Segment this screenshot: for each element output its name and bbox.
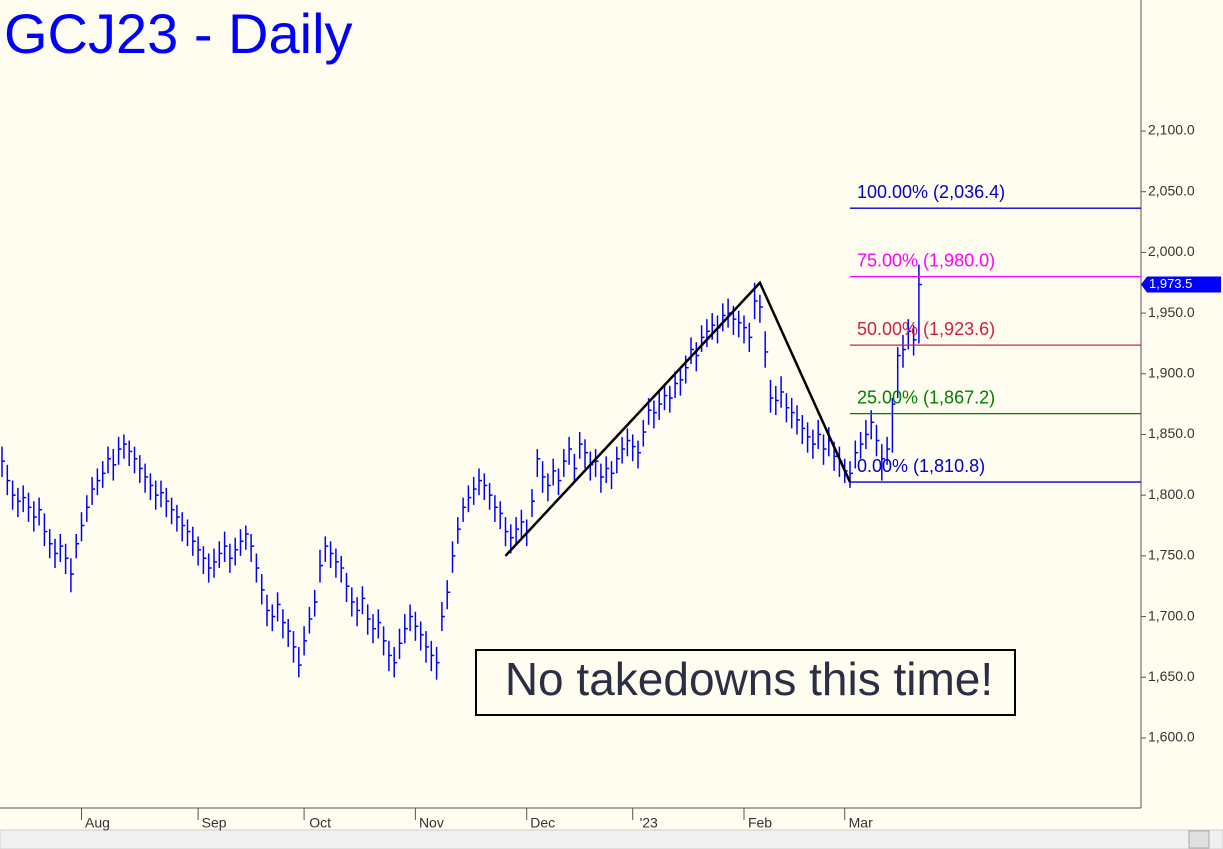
y-tick-label: 1,900.0 (1148, 364, 1195, 380)
fib-label: 75.00% (1,980.0) (857, 250, 995, 270)
y-tick-label: 2,050.0 (1148, 182, 1195, 198)
scrollbar[interactable] (0, 829, 1223, 849)
y-tick-label: 1,600.0 (1148, 729, 1195, 745)
x-tick-label: Nov (419, 815, 444, 831)
scroll-thumb[interactable] (1188, 830, 1210, 849)
x-tick-label: Mar (849, 815, 873, 831)
fib-label: 100.00% (2,036.4) (857, 182, 1005, 202)
y-tick-label: 1,800.0 (1148, 486, 1195, 502)
x-tick-label: Dec (530, 815, 555, 831)
x-tick-label: Feb (748, 815, 772, 831)
x-tick-label: Aug (85, 815, 110, 831)
y-tick-label: 1,850.0 (1148, 425, 1195, 441)
annotation-box (475, 649, 1016, 716)
y-tick-label: 1,950.0 (1148, 304, 1195, 320)
x-tick-label: '23 (640, 815, 658, 831)
y-tick-label: 2,000.0 (1148, 243, 1195, 259)
fib-label: 0.00% (1,810.8) (857, 456, 985, 476)
x-tick-label: Oct (309, 815, 331, 831)
chart-title: GCJ23 - Daily (4, 2, 353, 65)
y-tick-label: 1,750.0 (1148, 547, 1195, 563)
last-value-label: 1,973.5 (1149, 276, 1192, 291)
y-tick-label: 2,100.0 (1148, 122, 1195, 138)
fib-label: 50.00% (1,923.6) (857, 319, 995, 339)
swing-line (504, 280, 852, 557)
y-tick-label: 1,700.0 (1148, 607, 1195, 623)
last-value-box (1141, 276, 1221, 293)
fib-label: 25.00% (1,867.2) (857, 387, 995, 407)
annotation: No takedowns this time! (505, 653, 993, 705)
y-tick-label: 1,650.0 (1148, 668, 1195, 684)
x-tick-label: Sep (202, 815, 227, 831)
